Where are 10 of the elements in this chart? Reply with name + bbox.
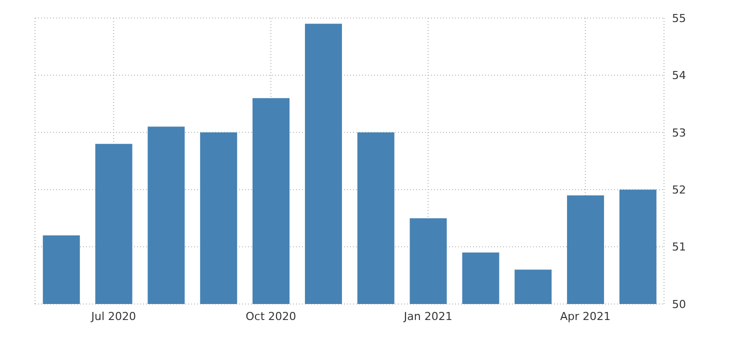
y-tick-label: 50 [672,298,686,311]
x-tick-label: Oct 2020 [246,310,296,323]
x-tick-label: Jul 2020 [90,310,136,323]
x-tick-label: Jan 2021 [402,310,452,323]
y-tick-label: 52 [672,184,686,197]
y-tick-label: 53 [672,126,686,140]
y-tick-label: 55 [672,12,686,25]
y-tick-label: 51 [672,240,686,254]
x-tick-label: Apr 2021 [560,310,611,323]
y-tick-label: 54 [672,69,686,82]
